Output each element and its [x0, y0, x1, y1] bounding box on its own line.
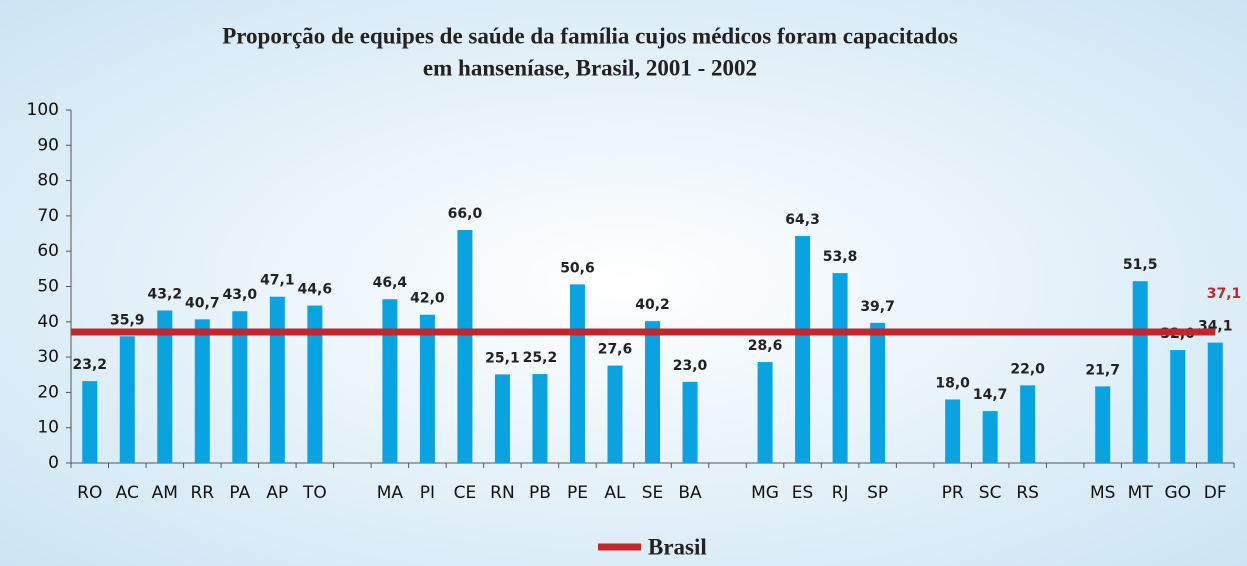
- value-label: 40,7: [185, 295, 220, 311]
- x-tick-label: AL: [604, 483, 626, 503]
- x-tick-label: AP: [266, 483, 288, 503]
- x-tick-label: MS: [1090, 483, 1115, 503]
- y-tick-label: 100: [27, 100, 59, 120]
- bar: [269, 296, 285, 463]
- y-tick-label: 30: [37, 347, 59, 367]
- x-tick-label: PB: [529, 483, 551, 503]
- bar: [194, 319, 210, 463]
- value-label: 40,2: [635, 297, 670, 313]
- bar: [607, 365, 623, 463]
- bar: [982, 411, 998, 463]
- x-tick-label: MG: [751, 483, 779, 503]
- value-label: 51,5: [1123, 257, 1158, 273]
- bar: [870, 322, 886, 463]
- value-label: 64,3: [785, 212, 820, 228]
- value-label: 43,2: [148, 287, 183, 303]
- y-tick-label: 70: [37, 206, 59, 226]
- value-label: 25,2: [523, 350, 558, 366]
- value-label: 25,1: [485, 350, 520, 366]
- x-tick-label: CE: [454, 483, 477, 503]
- chart-title: Proporção de equipes de saúde da família…: [222, 23, 958, 48]
- x-tick-label: BA: [678, 483, 702, 503]
- y-tick-label: 50: [37, 277, 59, 297]
- y-tick-label: 0: [48, 453, 59, 473]
- bar: [382, 299, 398, 463]
- bar: [1020, 385, 1036, 463]
- x-tick-label: TO: [302, 483, 327, 503]
- value-label: 18,0: [935, 375, 970, 391]
- value-label: 44,6: [298, 282, 333, 298]
- y-tick-label: 90: [37, 135, 59, 155]
- y-tick-label: 10: [37, 418, 59, 438]
- x-tick-label: PA: [229, 483, 250, 503]
- bar: [757, 362, 773, 463]
- x-tick-label: SC: [979, 483, 1002, 503]
- value-label: 27,6: [598, 342, 633, 358]
- y-tick-label: 80: [37, 171, 59, 191]
- x-tick-label: PE: [567, 483, 588, 503]
- x-tick-label: AC: [116, 483, 139, 503]
- bar: [82, 381, 98, 463]
- value-label: 23,2: [72, 357, 107, 373]
- bar: [832, 273, 848, 463]
- bar: [1095, 386, 1111, 463]
- y-tick-label: 60: [37, 241, 59, 261]
- bar: [795, 236, 811, 463]
- value-label: 23,0: [673, 358, 708, 374]
- value-label: 43,0: [223, 287, 258, 303]
- value-label: 50,6: [560, 260, 595, 276]
- x-tick-label: DF: [1204, 483, 1227, 503]
- bar: [1132, 281, 1148, 463]
- bar: [419, 314, 435, 463]
- value-label: 53,8: [823, 249, 858, 265]
- bar: [232, 311, 248, 463]
- bar: [645, 321, 660, 463]
- bar: [457, 230, 473, 463]
- bar: [532, 374, 548, 463]
- x-tick-label: MT: [1128, 483, 1154, 503]
- reference-label: 37,1: [1207, 286, 1242, 302]
- y-tick-label: 20: [37, 382, 59, 402]
- x-tick-label: MA: [377, 483, 404, 503]
- value-label: 28,6: [748, 338, 783, 354]
- x-tick-label: RR: [190, 483, 214, 503]
- value-label: 66,0: [448, 206, 483, 222]
- value-label: 22,0: [1010, 361, 1045, 377]
- bar: [494, 374, 510, 463]
- bar: [1207, 342, 1223, 463]
- bar: [682, 381, 698, 463]
- x-tick-label: SP: [867, 483, 888, 503]
- x-tick-label: PI: [420, 483, 435, 503]
- value-label: 35,9: [110, 312, 145, 328]
- value-label: 39,7: [860, 299, 895, 315]
- value-label: 14,7: [973, 387, 1008, 403]
- x-tick-label: RO: [77, 483, 102, 503]
- bar: [569, 284, 585, 463]
- x-tick-label: ES: [792, 483, 814, 503]
- x-tick-label: RS: [1016, 483, 1039, 503]
- x-tick-label: SE: [642, 483, 664, 503]
- chart-title: em hanseníase, Brasil, 2001 - 2002: [423, 55, 757, 80]
- x-tick-label: RN: [490, 483, 515, 503]
- bar: [1170, 350, 1186, 463]
- value-label: 42,0: [410, 291, 445, 307]
- bar: [157, 310, 173, 463]
- x-tick-label: PR: [942, 483, 964, 503]
- legend-label: Brasil: [648, 534, 707, 559]
- value-label: 46,4: [373, 275, 408, 291]
- bar: [945, 399, 961, 463]
- value-label: 21,7: [1085, 362, 1120, 378]
- x-tick-label: AM: [152, 483, 178, 503]
- bar: [307, 305, 323, 463]
- bar: [119, 336, 135, 463]
- y-tick-label: 40: [37, 312, 59, 332]
- x-tick-label: RJ: [832, 483, 849, 503]
- x-tick-label: GO: [1164, 483, 1191, 503]
- value-label: 47,1: [260, 273, 295, 289]
